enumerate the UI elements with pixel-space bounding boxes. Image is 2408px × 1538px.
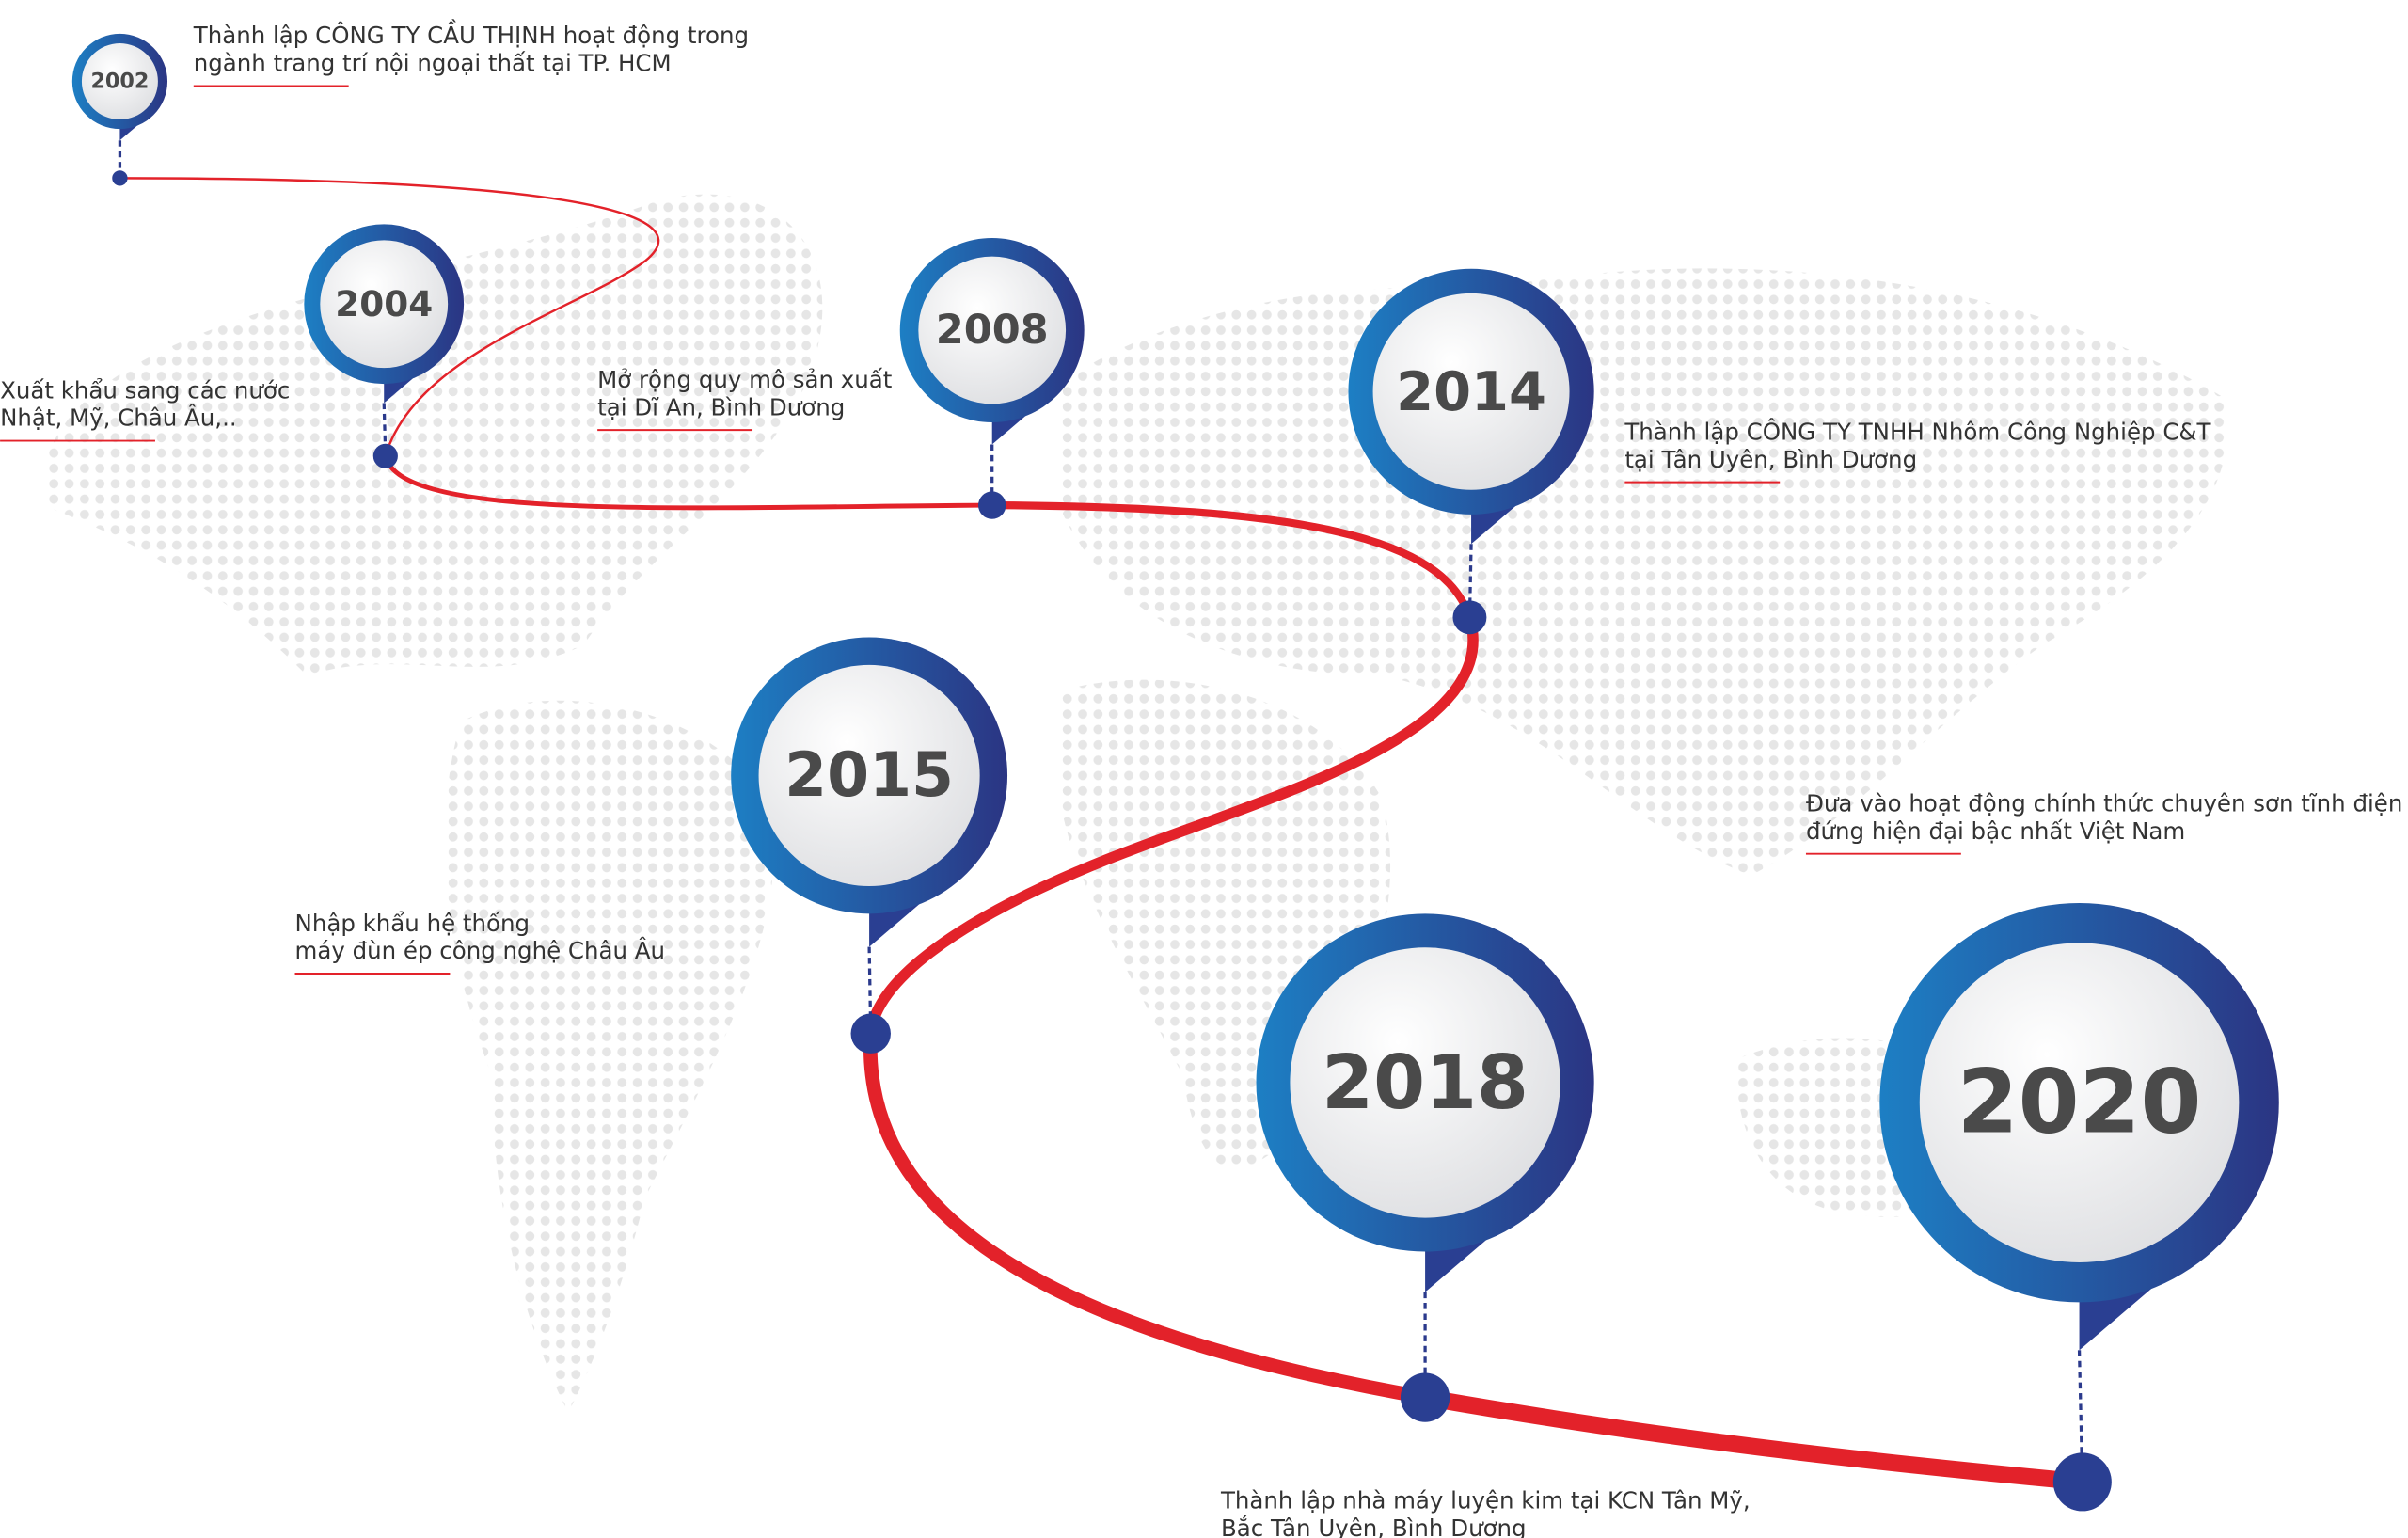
pin-face (320, 240, 449, 369)
description-line: tại Tân Uyên, Bình Dương (1624, 446, 1917, 473)
milestone: 2002 Thành lập CÔNG TY CẦU THỊNH hoạt độn… (71, 19, 749, 186)
year: 2008 (936, 307, 1049, 354)
year: 2002 (90, 70, 149, 94)
description-line: Xuất khẩu sang các nước (0, 376, 290, 404)
pin-face (758, 664, 980, 886)
description-line: Thành lập CÔNG TY CẦU THỊNH hoạt động tr… (193, 19, 749, 49)
year: 2018 (1322, 1039, 1529, 1126)
pin-face (1919, 943, 2240, 1262)
year: 2004 (335, 283, 433, 325)
pin-face (1372, 293, 1570, 490)
description-line: Thành lập CÔNG TY TNHH Nhôm Công Nghiệp … (1624, 417, 2211, 445)
description-line: đứng hiện đại bậc nhất Việt Nam (1806, 817, 2185, 845)
road-segment (863, 1026, 1433, 1404)
road-dot (2052, 1452, 2112, 1512)
pin-face (81, 43, 158, 120)
road-dot (850, 1013, 891, 1054)
milestone: 2018 Thành lập nhà máy luyện kim tại KCN … (1220, 913, 1751, 1538)
road-dot (1452, 600, 1487, 635)
road-dot (112, 170, 128, 186)
milestone: 2014 Thành lập CÔNG TY TNHH Nhôm Công Ngh… (1348, 268, 2211, 635)
year: 2015 (784, 740, 954, 811)
year: 2020 (1957, 1052, 2202, 1154)
description-line: Nhật, Mỹ, Châu Âu,.. (0, 404, 237, 432)
description-line: Đưa vào hoạt động chính thức chuyên sơn … (1806, 789, 2402, 817)
description-line: Nhập khẩu hệ thống (295, 910, 531, 937)
road-segment (988, 501, 1474, 622)
road-segment (1417, 1388, 2091, 1491)
road-segment (119, 177, 660, 458)
red-road (119, 177, 2091, 1491)
description-line: Mở rộng quy mô sản xuất (597, 366, 893, 393)
pin-face (1290, 947, 1560, 1218)
pin-face (918, 256, 1067, 404)
description-line: máy đùn ép công nghệ Châu Âu (295, 937, 666, 964)
road-segment (865, 611, 1479, 1039)
dashed-connector (867, 946, 873, 1034)
road-dot (372, 443, 398, 468)
dashed-connector (1467, 544, 1473, 618)
description-line: Bắc Tân Uyên, Bình Dương (1221, 1514, 1527, 1538)
road-segment (383, 453, 995, 511)
milestone: 2020 Đưa vào hoạt động chính thức chuyên … (1805, 789, 2402, 1512)
description-line: tại Dĩ An, Bình Dương (597, 393, 845, 420)
milestones: 2002 Thành lập CÔNG TY CẦU THỊNH hoạt độn… (0, 19, 2402, 1538)
road-dot (978, 491, 1006, 519)
description-line: Thành lập nhà máy luyện kim tại KCN Tân … (1220, 1487, 1751, 1514)
description-line: ngành trang trí nội ngoại thất tại TP. H… (194, 50, 672, 77)
road-dot (1400, 1372, 1450, 1422)
year: 2014 (1396, 360, 1546, 423)
